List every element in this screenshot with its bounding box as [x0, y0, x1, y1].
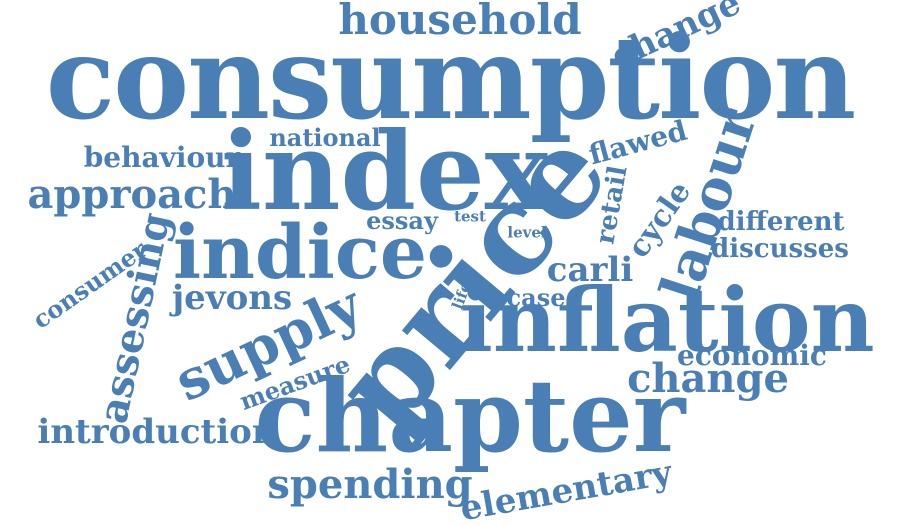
- word-discusses: discusses: [711, 234, 849, 264]
- word-essay: essay: [366, 206, 438, 235]
- word-index: index: [220, 109, 550, 235]
- word-chapter: chapter: [254, 357, 686, 475]
- word-economic: economic: [677, 339, 827, 372]
- word-different: different: [717, 207, 845, 237]
- word-behaviour: behaviour: [83, 141, 241, 174]
- word-spending: spending: [267, 461, 473, 508]
- word-indice: indice: [173, 210, 427, 296]
- word-carli: carli: [546, 250, 634, 290]
- word-test: test: [454, 207, 486, 226]
- word-case: case: [506, 283, 566, 312]
- word-household: household: [338, 0, 582, 44]
- word-jevons: jevons: [171, 278, 293, 318]
- word-inflation: inflation: [459, 268, 875, 372]
- word-consumption: consumption: [45, 11, 857, 145]
- word-approach: approach: [27, 171, 237, 218]
- word-change: change: [627, 355, 789, 402]
- word-national: national: [269, 123, 381, 152]
- word-introduction: introduction: [37, 412, 277, 452]
- word-level: level: [507, 223, 547, 242]
